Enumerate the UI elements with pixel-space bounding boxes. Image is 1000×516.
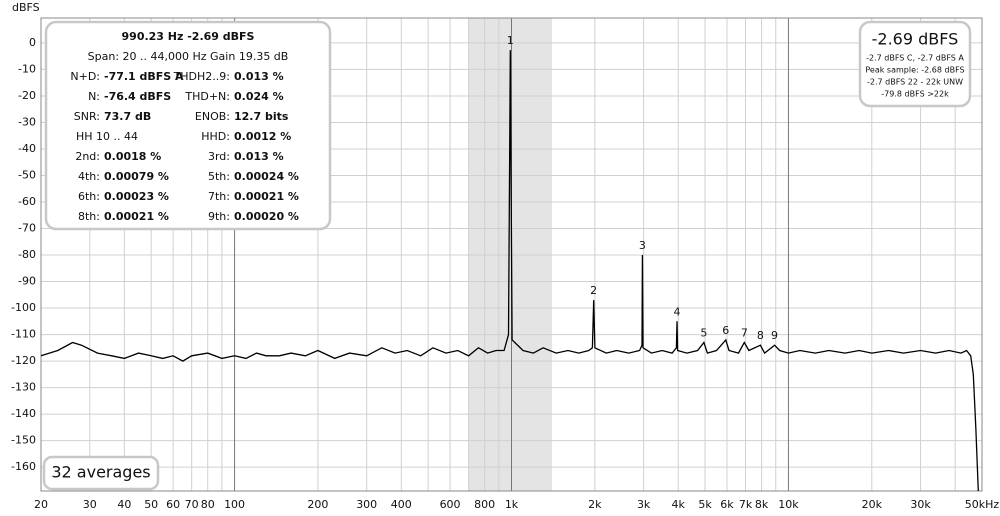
level-line: -2.7 dBFS 22 - 22k UNW: [867, 78, 963, 87]
averages-panel: [42, 455, 160, 491]
harmonic-label: 8: [757, 329, 764, 342]
x-tick-label: 10k: [778, 498, 799, 511]
x-tick-label: 30: [83, 498, 97, 511]
x-tick-label: 1k: [505, 498, 519, 511]
y-tick-label: -90: [18, 275, 36, 288]
stat-value: 0.00021 %: [104, 210, 169, 223]
stat-label: THD+N:: [184, 90, 230, 103]
x-tick-label: 2k: [588, 498, 602, 511]
stat-label: N+D:: [70, 70, 100, 83]
y-tick-label: -150: [11, 434, 36, 447]
stat-label: N:: [88, 90, 100, 103]
y-tick-label: -20: [18, 89, 36, 102]
harmonic-label: 1: [507, 34, 514, 47]
stat-value: 12.7 bits: [234, 110, 289, 123]
y-tick-label: -130: [11, 381, 36, 394]
x-tick-label: 5k: [698, 498, 712, 511]
stat-value: 0.013 %: [234, 70, 284, 83]
y-axis-label: dBFS: [12, 1, 40, 14]
y-tick-label: -70: [18, 222, 36, 235]
stat-label: 6th:: [78, 190, 100, 203]
stat-label: HH 10 .. 44: [76, 130, 138, 143]
x-tick-label: 3k: [637, 498, 651, 511]
x-tick-label: 60: [166, 498, 180, 511]
x-tick-label: 200: [307, 498, 328, 511]
x-tick-label: 4k: [672, 498, 686, 511]
x-tick-label: 80: [201, 498, 215, 511]
x-tick-label: 50kHz: [965, 498, 1000, 511]
averages-text: 32 averages: [51, 463, 150, 482]
harmonic-label: 6: [722, 324, 729, 337]
spectrum-line: [40, 50, 979, 492]
stat-label: HHD:: [201, 130, 230, 143]
stat-value: 0.00024 %: [234, 170, 299, 183]
stat-label: 3rd:: [208, 150, 230, 163]
headline: 990.23 Hz -2.69 dBFS: [122, 30, 255, 43]
stat-label: 9th:: [208, 210, 230, 223]
stat-value: 0.00021 %: [234, 190, 299, 203]
span-text: Span: 20 .. 44,000 Hz Gain 19.35 dB: [88, 50, 289, 63]
info-panel: [44, 20, 332, 231]
stat-label: THDH2..9:: [173, 70, 230, 83]
stat-value: 0.00020 %: [234, 210, 299, 223]
x-tick-label: 6k: [720, 498, 734, 511]
y-tick-label: -140: [11, 407, 36, 420]
x-tick-label: 70: [185, 498, 199, 511]
y-tick-label: -50: [18, 168, 36, 181]
stat-value: 0.00023 %: [104, 190, 169, 203]
x-tick-label: 20k: [862, 498, 883, 511]
stat-label: SNR:: [74, 110, 100, 123]
x-tick-label: 800: [474, 498, 495, 511]
harmonic-label: 2: [590, 284, 597, 297]
stat-label: 2nd:: [75, 150, 100, 163]
stat-label: 8th:: [78, 210, 100, 223]
stat-value: 0.00079 %: [104, 170, 169, 183]
level-value: -2.69 dBFS: [872, 30, 959, 49]
stat-value: 0.0018 %: [104, 150, 161, 163]
stat-label: ENOB:: [195, 110, 230, 123]
level-line: -79.8 dBFS >22k: [881, 90, 949, 99]
stat-value: 0.024 %: [234, 90, 284, 103]
y-tick-label: -120: [11, 354, 36, 367]
x-tick-label: 50: [144, 498, 158, 511]
harmonic-label: 3: [639, 239, 646, 252]
stat-value: 0.0012 %: [234, 130, 291, 143]
x-tick-label: 40: [117, 498, 131, 511]
x-tick-label: 8k: [755, 498, 769, 511]
y-tick-label: -110: [11, 328, 36, 341]
x-tick-label: 600: [440, 498, 461, 511]
plot-frame: [40, 17, 983, 492]
x-tick-label: 400: [391, 498, 412, 511]
y-tick-label: -10: [18, 62, 36, 75]
harmonic-label: 7: [741, 327, 748, 340]
x-tick-label: 100: [224, 498, 245, 511]
x-tick-label: 7k: [739, 498, 753, 511]
stat-label: 5th:: [208, 170, 230, 183]
stat-value: -76.4 dBFS: [104, 90, 171, 103]
y-tick-label: -80: [18, 248, 36, 261]
y-tick-label: -160: [11, 460, 36, 473]
stat-value: 73.7 dB: [104, 110, 151, 123]
stat-label: 7th:: [208, 190, 230, 203]
stat-label: 4th:: [78, 170, 100, 183]
level-panel: [858, 20, 972, 108]
stat-value: 0.013 %: [234, 150, 284, 163]
x-tick-label: 300: [356, 498, 377, 511]
stat-value: -77.1 dBFS A: [104, 70, 184, 83]
y-tick-label: -40: [18, 142, 36, 155]
x-tick-label: 20: [34, 498, 48, 511]
harmonic-label: 9: [771, 329, 778, 342]
level-line: -2.7 dBFS C, -2.7 dBFS A: [866, 54, 964, 63]
y-tick-label: -100: [11, 301, 36, 314]
y-tick-label: -60: [18, 195, 36, 208]
level-line: Peak sample: -2.68 dBFS: [865, 66, 964, 75]
harmonic-label: 5: [700, 327, 707, 340]
y-tick-label: 0: [29, 36, 36, 49]
y-tick-label: -30: [18, 115, 36, 128]
harmonic-label: 4: [674, 305, 681, 318]
x-tick-label: 30k: [910, 498, 931, 511]
